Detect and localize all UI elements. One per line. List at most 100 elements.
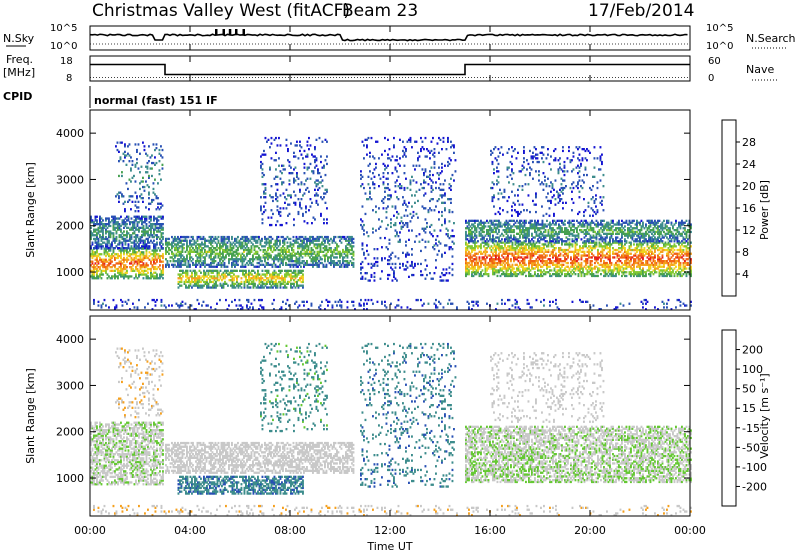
power-cell-6680 (405, 155, 407, 158)
power-cell-9560 (624, 247, 626, 250)
power-cell-6332 (378, 173, 380, 177)
power-cell-1284 (117, 224, 119, 228)
power-cell-5712 (278, 164, 280, 167)
power-cell-7070 (439, 229, 442, 232)
power-cell-816 (154, 249, 157, 252)
power-cell-1254 (114, 215, 116, 218)
power-cell-680 (144, 256, 146, 260)
power-cell-1246 (114, 223, 116, 226)
power-cell-1440 (130, 237, 133, 241)
power-cell-1986 (130, 156, 132, 159)
power-cell-114 (97, 266, 100, 269)
power-cell-1920 (121, 174, 123, 178)
power-cell-564 (135, 251, 137, 254)
power-cell-820 (156, 277, 158, 280)
power-cell-6946 (429, 170, 431, 173)
power-cell-2058 (142, 200, 144, 203)
power-cell-1588 (141, 223, 143, 226)
power-cell-324 (117, 275, 119, 278)
power-cell-1468 (133, 245, 136, 248)
power-cell-520 (132, 253, 134, 256)
power-cell-1098 (102, 219, 104, 222)
power-cell-1542 (138, 243, 140, 246)
power-cell-1470 (133, 243, 136, 246)
power-cell-6102 (326, 207, 328, 210)
power-cell-636 (141, 260, 143, 263)
power-cell-1684 (147, 230, 149, 233)
power-cell-7160 (445, 268, 448, 271)
power-cell-1290 (117, 217, 119, 220)
power-cell-914 (90, 232, 92, 235)
power-cell-1698 (148, 228, 151, 231)
power-cell-1894 (118, 200, 120, 203)
power-cell-7004 (433, 166, 436, 169)
power-cell-5030 (236, 269, 238, 272)
power-cell-1256 (115, 245, 118, 248)
power-cell-1466 (132, 221, 134, 224)
power-cell-3990 (306, 260, 308, 263)
power-cell-244 (109, 277, 112, 280)
power-cell-898 (162, 254, 164, 258)
power-cell-910 (90, 235, 92, 239)
power-cell-6418 (387, 223, 389, 227)
power-cell-6374 (384, 257, 386, 260)
power-cell-1584 (141, 230, 143, 233)
power-cell-1048 (99, 217, 101, 220)
power-cell-4362 (334, 235, 337, 239)
power-cell-718 (147, 264, 149, 267)
power-cell-7264 (453, 179, 455, 182)
power-cell-514 (132, 267, 134, 271)
power-cell-122 (97, 253, 100, 256)
power-cell-6966 (430, 185, 433, 188)
power-cell-5966 (309, 144, 312, 147)
power-cell-1002 (96, 219, 98, 222)
power-cell-1044 (99, 221, 101, 224)
power-cell-1518 (136, 245, 139, 248)
power-cell-476 (127, 251, 130, 254)
power-cell-844 (157, 253, 160, 256)
power-cell-1112 (105, 243, 107, 246)
power-cell-136 (99, 253, 101, 256)
power-cell-7028 (435, 181, 437, 184)
power-cell-6536 (394, 185, 397, 188)
power-cell-2204 (161, 204, 164, 207)
power-cell-7190 (448, 272, 451, 275)
power-cell-0 (90, 275, 92, 278)
power-cell-1556 (138, 217, 140, 220)
power-cell-618 (139, 258, 142, 261)
power-cell-6802 (417, 262, 419, 266)
power-cell-746 (150, 267, 152, 271)
power-cell-7126 (442, 140, 445, 143)
power-cell-1864 (162, 247, 164, 250)
power-cell-6600 (399, 157, 401, 160)
power-cell-6176 (363, 157, 365, 160)
power-cell-4280 (327, 235, 329, 239)
power-cell-778 (153, 266, 155, 269)
power-cell-1676 (147, 239, 149, 242)
power-cell-6558 (396, 179, 398, 182)
power-cell-6168 (363, 233, 365, 236)
nsky-tick-bottom: 10^0 (50, 41, 77, 52)
power-cell-1948 (124, 143, 126, 146)
power-cell-6770 (412, 210, 415, 214)
power-cell-5912 (303, 166, 306, 169)
power-cell-9100 (591, 263, 593, 266)
power-cell-232 (108, 262, 110, 265)
power-cell-1656 (145, 230, 148, 233)
power-cell-5610 (264, 201, 267, 204)
power-cell-322 (117, 277, 119, 280)
power-cell-792 (153, 249, 155, 252)
power-cell-726 (148, 267, 151, 271)
power-cell-782 (153, 260, 155, 263)
power-cell-1258 (115, 239, 118, 242)
power-cell-6570 (397, 235, 400, 238)
power-cell-1278 (117, 243, 119, 246)
power-cell-1464 (132, 223, 134, 226)
power-cell-858 (159, 258, 161, 261)
power-cell-142 (100, 271, 103, 274)
power-cell-472 (127, 258, 130, 261)
power-cell-1516 (135, 215, 137, 218)
power-cell-1214 (112, 234, 115, 237)
power-cell-5904 (303, 220, 306, 223)
power-cell-5748 (282, 181, 285, 184)
